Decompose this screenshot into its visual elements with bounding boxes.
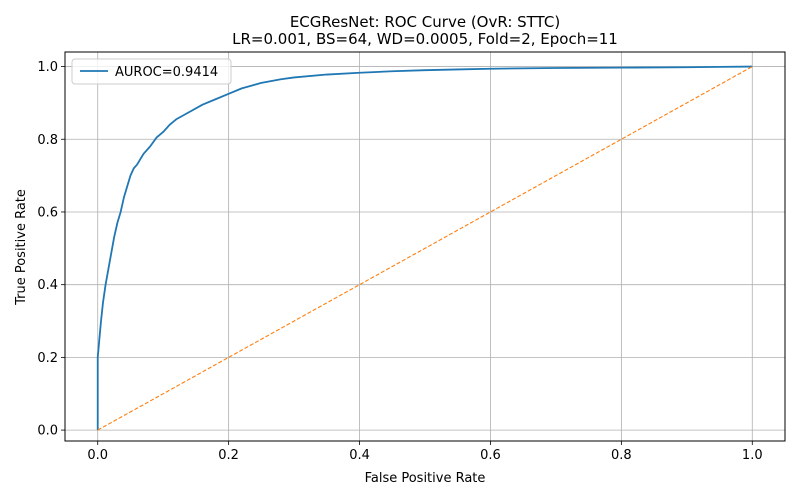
y-tick-label: 0.6: [37, 205, 58, 220]
chart-title: ECGResNet: ROC Curve (OvR: STTC): [290, 13, 560, 31]
legend-box: [71, 58, 232, 85]
plot-frame: [64, 51, 786, 442]
x-tick-label: 0.0: [87, 448, 108, 463]
x-tick-label: 0.2: [218, 448, 239, 463]
chart-subtitle: LR=0.001, BS=64, WD=0.0005, Fold=2, Epoc…: [232, 30, 618, 48]
y-tick-label: 0.8: [37, 133, 58, 148]
chance-diagonal-line: [97, 66, 753, 431]
x-axis-label: False Positive Rate: [365, 471, 486, 486]
x-tick-label: 0.4: [349, 448, 370, 463]
y-tick-label: 0.0: [37, 424, 58, 439]
x-tick-label: 1.0: [742, 448, 763, 463]
axis-ticks: 0.0 0.2 0.4 0.6 0.8 1.0 0.0 0.2 0.4 0.6 0.8 1.0: [37, 60, 762, 463]
legend-label: AUROC=0.9414: [115, 65, 218, 80]
y-tick-label: 0.4: [37, 278, 58, 293]
grid: [65, 52, 785, 441]
legend: AUROC=0.9414: [71, 58, 232, 85]
y-tick-label: 0.2: [37, 351, 58, 366]
y-axis-label: True Positive Rate: [14, 189, 29, 306]
series-lines: [96, 65, 753, 431]
x-tick-label: 0.6: [480, 448, 501, 463]
y-tick-label: 1.0: [37, 60, 58, 75]
roc-curve-line: [96, 65, 753, 431]
x-tick-label: 0.8: [611, 448, 632, 463]
